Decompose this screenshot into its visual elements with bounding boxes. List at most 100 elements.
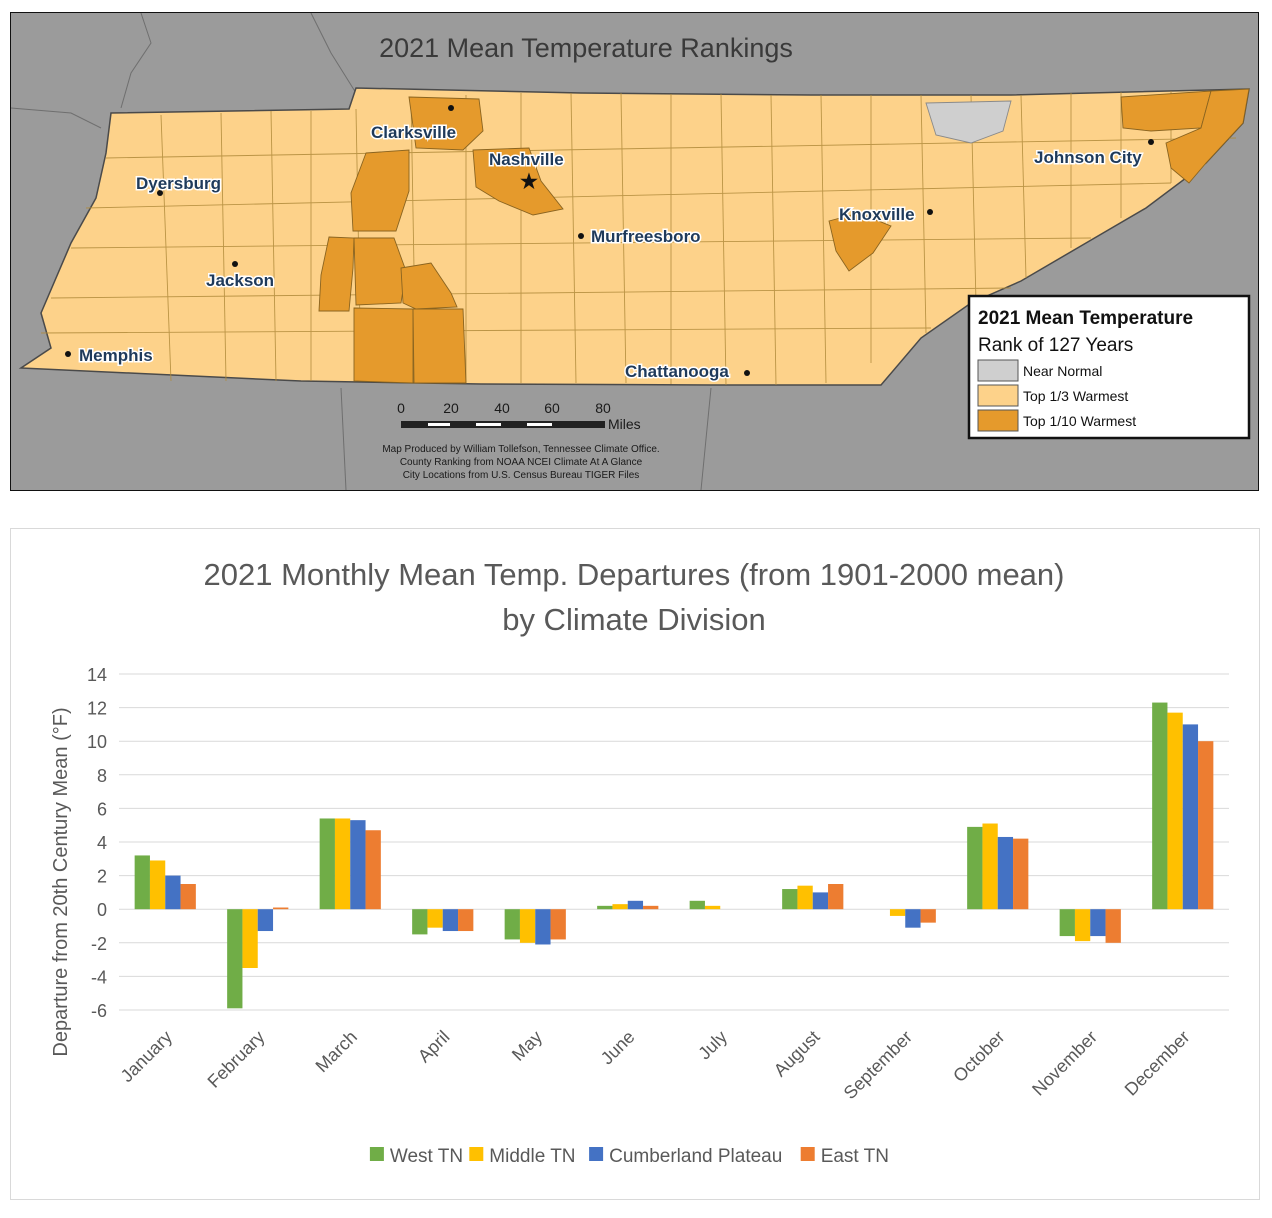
legend-swatch-near-normal [977,359,1019,382]
bar-west-tn-march [319,818,335,910]
murfreesboro-dot [578,233,584,239]
y-tick-label: 0 [97,900,107,920]
bar-middle-tn-september [889,909,906,916]
bar-cumberland-plateau-january [165,875,181,910]
knoxville-dot [927,209,933,215]
bar-cumberland-plateau-june [627,900,644,910]
credit-line-3: City Locations from U.S. Census Bureau T… [403,470,640,481]
y-tick-label: 8 [97,766,107,786]
map-credits: Map Produced by William Tollefson, Tenne… [382,444,659,481]
bar-east-tn-june [643,905,659,910]
map-legend: 2021 Mean Temperature Rank of 127 Years … [967,294,1251,440]
bar-cumberland-plateau-may [535,909,551,945]
legend-swatch-west-tn [369,1147,384,1161]
city-label-nashville: Nashville [489,150,564,169]
legend-label-middle-tn: Middle TN [489,1146,575,1167]
legend-swatch-cumberland-plateau [589,1147,604,1161]
bar-west-tn-february [227,909,243,1009]
legend-label-top-third: Top 1/3 Warmest [1023,388,1128,404]
x-tick-label: September [840,1027,916,1103]
chart-title-line-1: 2021 Monthly Mean Temp. Departures (from… [204,557,1065,592]
bar-west-tn-november [1059,909,1075,937]
bar-west-tn-july [689,900,705,910]
legend-swatch-middle-tn [469,1147,484,1161]
bar-west-tn-april [412,909,428,935]
x-tick-label: October [949,1027,1008,1086]
legend-swatch-top-third [977,384,1019,407]
chattanooga-dot [744,370,750,376]
city-label-jackson: Jackson [206,271,274,290]
bar-middle-tn-march [334,818,351,910]
credit-line-1: Map Produced by William Tollefson, Tenne… [382,444,659,455]
y-tick-label: -4 [91,967,107,987]
bar-west-tn-december [1152,702,1168,910]
x-tick-label: January [117,1027,176,1086]
x-tick-label: March [312,1027,362,1077]
y-tick-label: 12 [87,699,107,719]
tennessee-map-panel: 2021 Mean Temperature Rankings Clarksvil… [10,12,1259,491]
bar-east-tn-december [1198,741,1214,910]
y-tick-label: 10 [87,732,107,752]
legend-label-near-normal: Near Normal [1023,363,1102,379]
city-label-clarksville: Clarksville [371,123,456,142]
x-tick-label: July [694,1027,731,1064]
legend-label-cumberland-plateau: Cumberland Plateau [609,1146,782,1167]
clarksville-dot [448,105,454,111]
top-tenth-counties [318,88,1250,384]
bar-east-tn-february [273,907,289,910]
city-label-johnson-city: Johnson City [1034,148,1142,167]
bar-cumberland-plateau-november [1090,909,1106,937]
bar-middle-tn-august [797,885,813,910]
bar-east-tn-january [180,884,196,910]
y-tick-label: -6 [91,1001,107,1021]
x-tick-label: November [1028,1027,1101,1100]
bar-cumberland-plateau-august [812,892,829,910]
scale-tick-0: 0 [397,400,405,416]
bar-west-tn-october [967,826,983,910]
y-tick-label: 6 [97,799,107,819]
city-label-chattanooga: Chattanooga [625,362,729,381]
bar-east-tn-november [1105,909,1121,943]
bar-cumberland-plateau-march [350,820,366,910]
bar-middle-tn-april [427,909,443,928]
bar-west-tn-january [134,855,150,910]
bar-east-tn-september [920,909,936,923]
bar-cumberland-plateau-april [442,909,459,932]
near-normal-county [925,100,1012,144]
scale-unit: Miles [608,416,641,432]
city-labels: Clarksville Nashville ★ Dyersburg Jackso… [65,105,1154,383]
bar-cumberland-plateau-october [997,836,1014,910]
legend-label-east-tn: East TN [821,1146,889,1167]
x-tick-label: December [1121,1027,1194,1100]
bar-east-tn-march [365,830,381,910]
dyersburg-dot [157,190,163,196]
y-tick-label: -2 [91,934,107,954]
bar-middle-tn-may [519,909,536,943]
jackson-dot [232,261,238,267]
city-label-memphis: Memphis [79,346,153,365]
legend-title: 2021 Mean Temperature [978,308,1193,329]
bar-east-tn-october [1013,838,1029,910]
x-tick-label: February [204,1027,269,1092]
memphis-dot [65,351,71,357]
bar-east-tn-august [828,884,844,910]
chart-title-line-2: by Climate Division [502,602,766,637]
bar-cumberland-plateau-february [257,909,274,932]
bar-west-tn-may [504,909,520,940]
bar-middle-tn-june [612,904,628,910]
x-tick-label: August [770,1027,824,1081]
bar-middle-tn-november [1074,909,1091,942]
scale-tick-60: 60 [544,400,560,416]
credit-line-2: County Ranking from NOAA NCEI Climate At… [400,457,643,468]
x-tick-label: May [508,1027,546,1065]
scale-tick-80: 80 [595,400,611,416]
departure-chart-panel: 2021 Monthly Mean Temp. Departures (from… [10,528,1260,1200]
bar-middle-tn-february [242,909,258,968]
legend-label-west-tn: West TN [390,1146,463,1167]
bar-cumberland-plateau-september [905,909,921,928]
bar-middle-tn-october [982,823,998,910]
bar-east-tn-may [550,909,566,940]
y-tick-label: 4 [97,833,107,853]
bar-middle-tn-december [1167,712,1183,910]
legend-swatch-east-tn [800,1147,815,1161]
